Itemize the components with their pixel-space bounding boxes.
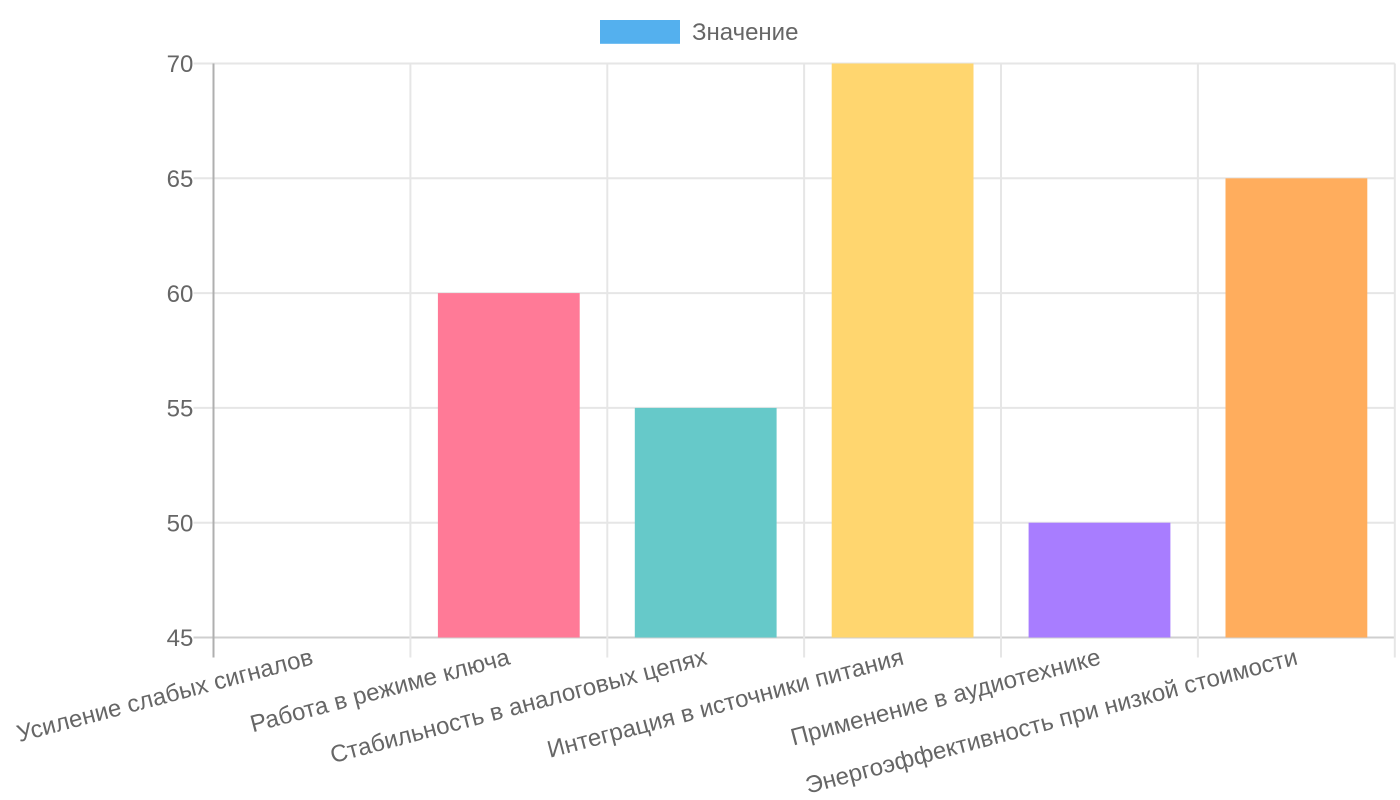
svg-text:50: 50	[167, 510, 194, 537]
svg-text:55: 55	[167, 396, 194, 423]
svg-text:65: 65	[167, 166, 194, 193]
svg-text:70: 70	[167, 51, 194, 78]
svg-text:60: 60	[167, 281, 194, 308]
svg-text:Значение: Значение	[692, 19, 798, 46]
svg-text:45: 45	[167, 625, 194, 652]
